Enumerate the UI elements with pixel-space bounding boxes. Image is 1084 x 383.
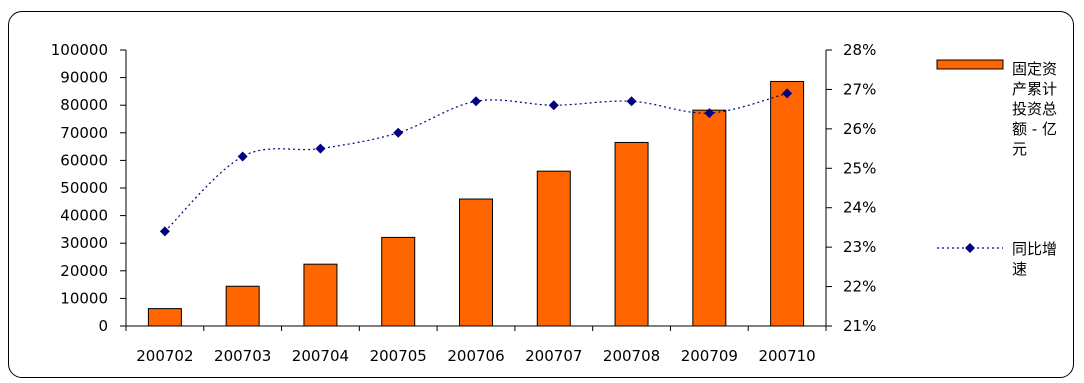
bars-layer xyxy=(147,80,805,327)
y-left-tick-label: 60000 xyxy=(60,151,108,169)
growth-point-200706 xyxy=(471,96,481,107)
growth-line-layer xyxy=(159,88,793,237)
bar-200705 xyxy=(381,236,416,327)
bar-200703 xyxy=(225,285,260,327)
tick-labels-layer: 0 10000 20000 30000 40000 50000 60000 70000 8000… xyxy=(51,41,877,365)
axes-layer xyxy=(120,49,832,331)
bar-200707 xyxy=(536,170,571,327)
x-tick-label: 200702 xyxy=(136,347,193,365)
bar-200704 xyxy=(303,263,338,327)
y-left-tick-label: 40000 xyxy=(60,207,108,225)
y-left-tick-label: 90000 xyxy=(60,69,108,87)
x-tick-label: 200707 xyxy=(525,347,582,365)
x-tick-label: 200709 xyxy=(681,347,738,365)
x-tick-label: 200704 xyxy=(292,347,349,365)
y-left-tick-label: 100000 xyxy=(51,41,108,59)
x-tick-label: 200708 xyxy=(603,347,660,365)
growth-point-200710 xyxy=(782,88,793,99)
legend-marks xyxy=(936,59,1004,253)
y-left-tick-label: 50000 xyxy=(60,179,108,197)
growth-point-200702 xyxy=(159,226,170,237)
x-tick-label: 200706 xyxy=(447,347,504,365)
chart-frame xyxy=(8,11,1074,378)
y-left-tick-label: 80000 xyxy=(60,96,108,114)
legend-line-marker xyxy=(965,243,975,253)
bar-200702 xyxy=(147,308,182,327)
x-tick-label: 200710 xyxy=(758,347,815,365)
y-left-tick-label: 30000 xyxy=(60,234,108,252)
legend-bar-swatch xyxy=(936,59,1004,70)
y-left-tick-label: 10000 xyxy=(60,289,108,307)
y-left-tick-label: 70000 xyxy=(60,124,108,142)
y-right-tick-label: 24% xyxy=(843,199,876,217)
legend-bar-label: 固定资产累计投资总额 - 亿元 xyxy=(1012,60,1058,158)
y-left-tick-label: 20000 xyxy=(60,262,108,280)
growth-point-200708 xyxy=(626,96,637,107)
x-tick-label: 200705 xyxy=(370,347,427,365)
growth-point-200705 xyxy=(393,127,404,138)
y-right-tick-label: 28% xyxy=(843,41,876,59)
growth-point-200703 xyxy=(237,151,248,162)
y-right-tick-label: 25% xyxy=(843,159,876,177)
growth-point-200707 xyxy=(548,100,559,111)
y-right-tick-label: 21% xyxy=(843,317,876,335)
y-right-tick-label: 27% xyxy=(843,80,876,98)
y-right-tick-label: 23% xyxy=(843,238,876,256)
x-tick-label: 200703 xyxy=(214,347,271,365)
growth-point-200709 xyxy=(704,108,715,119)
legend-line-label: 同比增速 xyxy=(1012,240,1058,278)
bar-200708 xyxy=(614,141,649,327)
growth-point-200704 xyxy=(315,143,326,154)
y-left-tick-label: 0 xyxy=(98,317,108,335)
bar-200706 xyxy=(459,198,493,327)
y-right-tick-label: 26% xyxy=(843,120,876,138)
y-right-tick-label: 22% xyxy=(843,278,876,296)
bar-200709 xyxy=(692,109,727,327)
bar-200710 xyxy=(770,80,805,327)
